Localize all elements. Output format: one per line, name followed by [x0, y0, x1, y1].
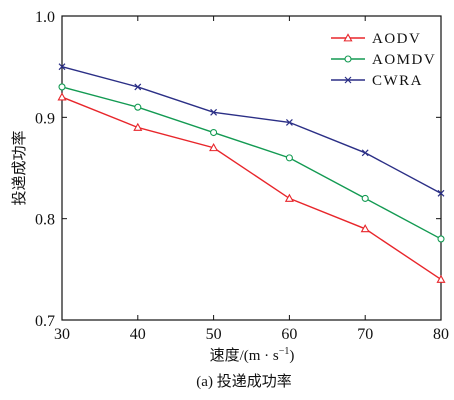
data-point-cwra [361, 149, 369, 157]
data-point-aodv [133, 122, 143, 131]
data-point-aomdv [361, 194, 369, 202]
data-point-aomdv [285, 154, 293, 162]
x-tick-label: 30 [54, 326, 70, 343]
x-tick-label: 50 [206, 326, 222, 343]
series-line-aomdv [61, 86, 442, 240]
data-point-cwra [210, 108, 218, 116]
x-axis-label: 速度/(m · s−1) [210, 346, 295, 364]
data-point-aodv [209, 143, 219, 152]
legend-label: AOMDV [372, 52, 436, 68]
data-point-aomdv [437, 235, 445, 243]
data-point-aodv [360, 224, 370, 233]
data-point-aodv [57, 92, 67, 101]
y-tick-label: 0.7 [35, 313, 55, 330]
ticks: 30 40 50 60 70 80 0.7 0.8 0.9 1.0 [35, 9, 449, 343]
data-point-aomdv [58, 83, 66, 91]
legend-item-aodv: AODV [331, 31, 421, 47]
x-tick-label: 40 [130, 326, 146, 343]
series-cwra [58, 63, 445, 197]
axes [61, 15, 442, 321]
legend-item-aomdv: AOMDV [331, 52, 436, 68]
data-point-aomdv [210, 128, 218, 137]
data-point-cwra [285, 118, 293, 126]
data-point-aodv [436, 274, 446, 283]
y-tick-label: 0.9 [35, 110, 55, 127]
data-point-cwra [437, 189, 445, 197]
x-axis-label-exponent: −1 [279, 346, 290, 357]
legend-item-cwra: CWRA [331, 73, 423, 89]
y-tick-label: 1.0 [35, 9, 55, 26]
legend: AODV AOMDV CWRA [331, 31, 436, 89]
y-tick-label: 0.8 [35, 212, 55, 229]
legend-marker [343, 33, 353, 42]
x-tick-label: 80 [433, 326, 449, 343]
figure-caption: (a) 投递成功率 [196, 373, 291, 390]
legend-marker [344, 76, 352, 84]
series-line-aodv [61, 96, 442, 281]
x-axis-label-main: 速度/(m · s [210, 347, 279, 364]
data-point-aomdv [134, 103, 142, 111]
data-point-aodv [284, 193, 294, 202]
data-point-cwra [58, 63, 66, 71]
legend-marker [344, 55, 352, 63]
data-point-cwra [134, 83, 142, 91]
y-axis-label: 投递成功率 [11, 130, 28, 205]
plot-frame [61, 15, 442, 321]
series-aodv [57, 92, 446, 283]
x-tick-label: 70 [357, 326, 373, 343]
legend-label: AODV [372, 31, 421, 47]
series-line-cwra [61, 65, 442, 194]
series-aomdv [58, 83, 445, 243]
series-lines [57, 63, 446, 283]
x-axis-label-close: ) [289, 348, 294, 364]
x-tick-label: 60 [281, 326, 297, 343]
legend-label: CWRA [372, 73, 423, 89]
